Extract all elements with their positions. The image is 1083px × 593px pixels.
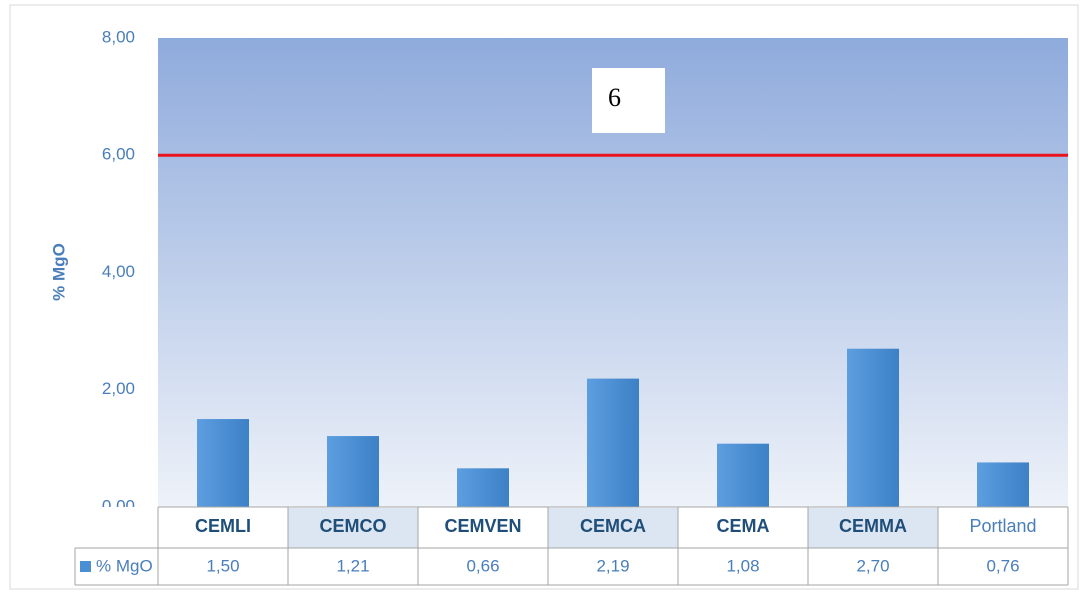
bar xyxy=(457,468,509,507)
bar xyxy=(587,378,639,507)
legend-label: % MgO xyxy=(96,556,153,575)
category-label: Portland xyxy=(969,516,1036,536)
bar xyxy=(717,443,769,507)
bar xyxy=(847,348,899,507)
bar xyxy=(977,462,1029,507)
category-label: CEMMA xyxy=(839,516,907,536)
y-tick-label: 4,00 xyxy=(102,262,135,281)
value-label: 1,50 xyxy=(206,556,239,575)
header-cell-bg xyxy=(288,508,418,548)
annotation: 6 xyxy=(608,83,621,112)
value-label: 2,19 xyxy=(596,556,629,575)
header-cell-bg xyxy=(548,508,678,548)
header-cell-bg xyxy=(808,508,938,548)
value-label: 1,08 xyxy=(726,556,759,575)
bar xyxy=(197,419,249,507)
category-label: CEMVEN xyxy=(444,516,521,536)
value-label: 0,76 xyxy=(986,556,1019,575)
category-label: CEMCO xyxy=(320,516,387,536)
category-label: CEMCA xyxy=(580,516,646,536)
value-label: 0,66 xyxy=(466,556,499,575)
y-tick-label: 8,00 xyxy=(102,27,135,46)
bar xyxy=(327,436,379,507)
category-label: CEMLI xyxy=(195,516,251,536)
value-label: 1,21 xyxy=(336,556,369,575)
annotation-box xyxy=(592,68,665,133)
legend-key xyxy=(80,561,91,572)
y-tick-label: 2,00 xyxy=(102,379,135,398)
category-label: CEMA xyxy=(717,516,770,536)
y-tick-label: 6,00 xyxy=(102,145,135,164)
value-label: 2,70 xyxy=(856,556,889,575)
y-axis-title: % MgO xyxy=(49,243,68,301)
